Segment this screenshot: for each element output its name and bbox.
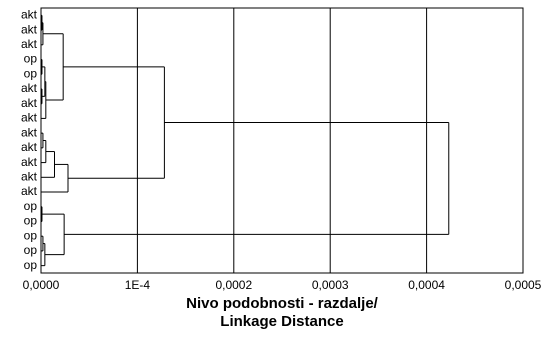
leaf-label: op	[24, 258, 38, 272]
x-tick-label: 0,0005	[505, 278, 542, 292]
leaf-label: op	[24, 66, 38, 80]
x-tick-label: 0,0003	[312, 278, 349, 292]
leaf-label: akt	[21, 140, 38, 154]
leaf-label: akt	[21, 111, 38, 125]
x-axis-title: Nivo podobnosti - razdalje/	[186, 295, 379, 312]
leaf-label: akt	[21, 184, 38, 198]
leaf-label: akt	[21, 81, 38, 95]
leaf-label: akt	[21, 125, 38, 139]
x-axis-title: Linkage Distance	[220, 313, 343, 330]
leaf-label: op	[24, 228, 38, 242]
leaf-label: akt	[21, 169, 38, 183]
leaf-label: akt	[21, 155, 38, 169]
x-tick-label: 0,0000	[23, 278, 60, 292]
leaf-label: akt	[21, 22, 38, 36]
x-tick-label: 0,0002	[215, 278, 252, 292]
leaf-label: op	[24, 214, 38, 228]
x-tick-label: 0,0004	[408, 278, 445, 292]
leaf-label: op	[24, 52, 38, 66]
x-tick-label: 1E-4	[125, 278, 151, 292]
leaf-label: op	[24, 199, 38, 213]
plot-frame	[40, 7, 524, 274]
leaf-label: akt	[21, 8, 38, 22]
leaf-label: akt	[21, 37, 38, 51]
leaf-label: akt	[21, 96, 38, 110]
leaf-label: op	[24, 243, 38, 257]
